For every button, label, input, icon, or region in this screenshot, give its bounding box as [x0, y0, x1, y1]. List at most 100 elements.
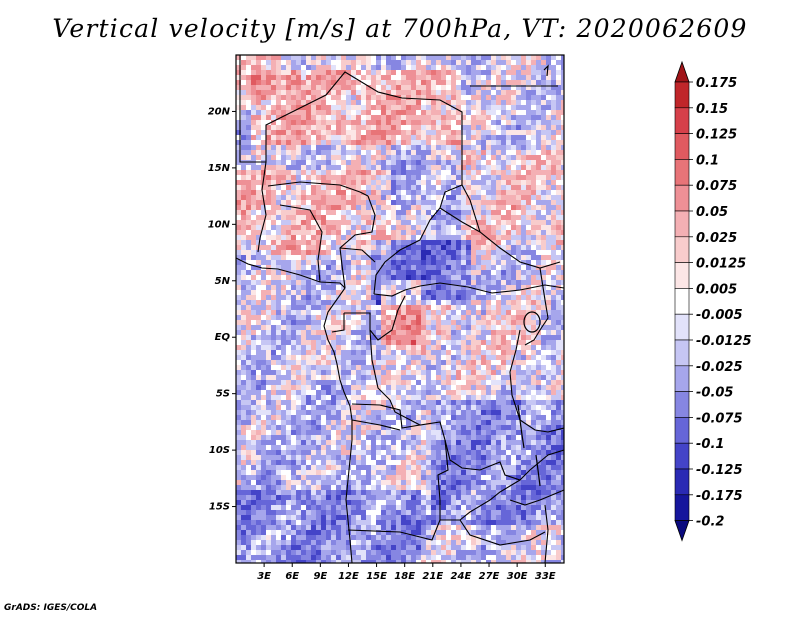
field-cell [496, 175, 502, 181]
field-cell [291, 145, 297, 151]
field-cell [311, 225, 317, 231]
field-cell [421, 200, 427, 206]
field-cell [311, 220, 317, 226]
field-cell [391, 395, 397, 401]
field-cell [351, 210, 357, 216]
field-cell [471, 175, 477, 181]
field-cell [321, 215, 327, 221]
field-cell [236, 415, 242, 421]
field-cell [241, 375, 247, 381]
field-cell [481, 85, 487, 91]
field-cell [481, 110, 487, 116]
field-cell [406, 410, 412, 416]
field-cell [236, 150, 242, 156]
field-cell [506, 325, 512, 331]
field-cell [346, 95, 352, 101]
field-cell [346, 230, 352, 236]
field-cell [281, 75, 287, 81]
field-cell [306, 125, 312, 131]
field-cell [501, 65, 507, 71]
field-cell [436, 270, 442, 276]
field-cell [551, 375, 557, 381]
field-cell [406, 155, 412, 161]
field-cell [271, 250, 277, 256]
field-cell [431, 240, 437, 246]
field-cell [246, 420, 252, 426]
field-cell [381, 80, 387, 86]
field-cell [366, 115, 372, 121]
field-cell [431, 230, 437, 236]
field-cell [246, 255, 252, 261]
field-cell [371, 205, 377, 211]
field-cell [336, 390, 342, 396]
field-cell [526, 230, 532, 236]
field-cell [276, 295, 282, 301]
field-cell [271, 215, 277, 221]
field-cell [416, 160, 422, 166]
field-cell [391, 195, 397, 201]
field-cell [421, 90, 427, 96]
field-cell [301, 305, 307, 311]
field-cell [296, 380, 302, 386]
field-cell [266, 90, 272, 96]
field-cell [266, 165, 272, 171]
field-cell [321, 250, 327, 256]
field-cell [441, 255, 447, 261]
field-cell [511, 305, 517, 311]
field-cell [291, 105, 297, 111]
field-cell [561, 60, 564, 66]
field-cell [531, 70, 537, 76]
field-cell [471, 135, 477, 141]
field-cell [311, 210, 317, 216]
field-cell [251, 400, 257, 406]
field-cell [506, 155, 512, 161]
field-cell [531, 180, 537, 186]
field-cell [421, 125, 427, 131]
field-cell [391, 120, 397, 126]
field-cell [486, 130, 492, 136]
field-cell [406, 385, 412, 391]
field-cell [256, 95, 262, 101]
field-cell [451, 195, 457, 201]
field-cell [246, 405, 252, 411]
field-cell [446, 330, 452, 336]
field-cell [561, 345, 564, 351]
field-cell [496, 55, 502, 61]
field-cell [526, 195, 532, 201]
field-cell [536, 360, 542, 366]
field-cell [421, 190, 427, 196]
field-cell [351, 265, 357, 271]
field-cell [466, 275, 472, 281]
field-cell [386, 270, 392, 276]
field-cell [256, 430, 262, 436]
field-cell [511, 120, 517, 126]
field-cell [306, 325, 312, 331]
field-cell [381, 190, 387, 196]
field-cell [261, 235, 267, 241]
field-cell [411, 315, 417, 321]
field-cell [296, 265, 302, 271]
field-cell [281, 285, 287, 291]
field-cell [346, 195, 352, 201]
field-cell [256, 345, 262, 351]
field-cell [411, 290, 417, 296]
field-cell [241, 205, 247, 211]
field-cell [291, 90, 297, 96]
field-cell [271, 165, 277, 171]
field-cell [301, 350, 307, 356]
field-cell [506, 110, 512, 116]
field-cell [486, 55, 492, 61]
field-cell [461, 65, 467, 71]
field-cell [336, 80, 342, 86]
field-cell [396, 110, 402, 116]
field-cell [421, 345, 427, 351]
field-cell [361, 290, 367, 296]
field-cell [276, 420, 282, 426]
field-cell [456, 90, 462, 96]
field-cell [301, 60, 307, 66]
field-cell [426, 350, 432, 356]
field-cell [436, 405, 442, 411]
field-cell [461, 355, 467, 361]
field-cell [446, 395, 452, 401]
field-cell [561, 370, 564, 376]
